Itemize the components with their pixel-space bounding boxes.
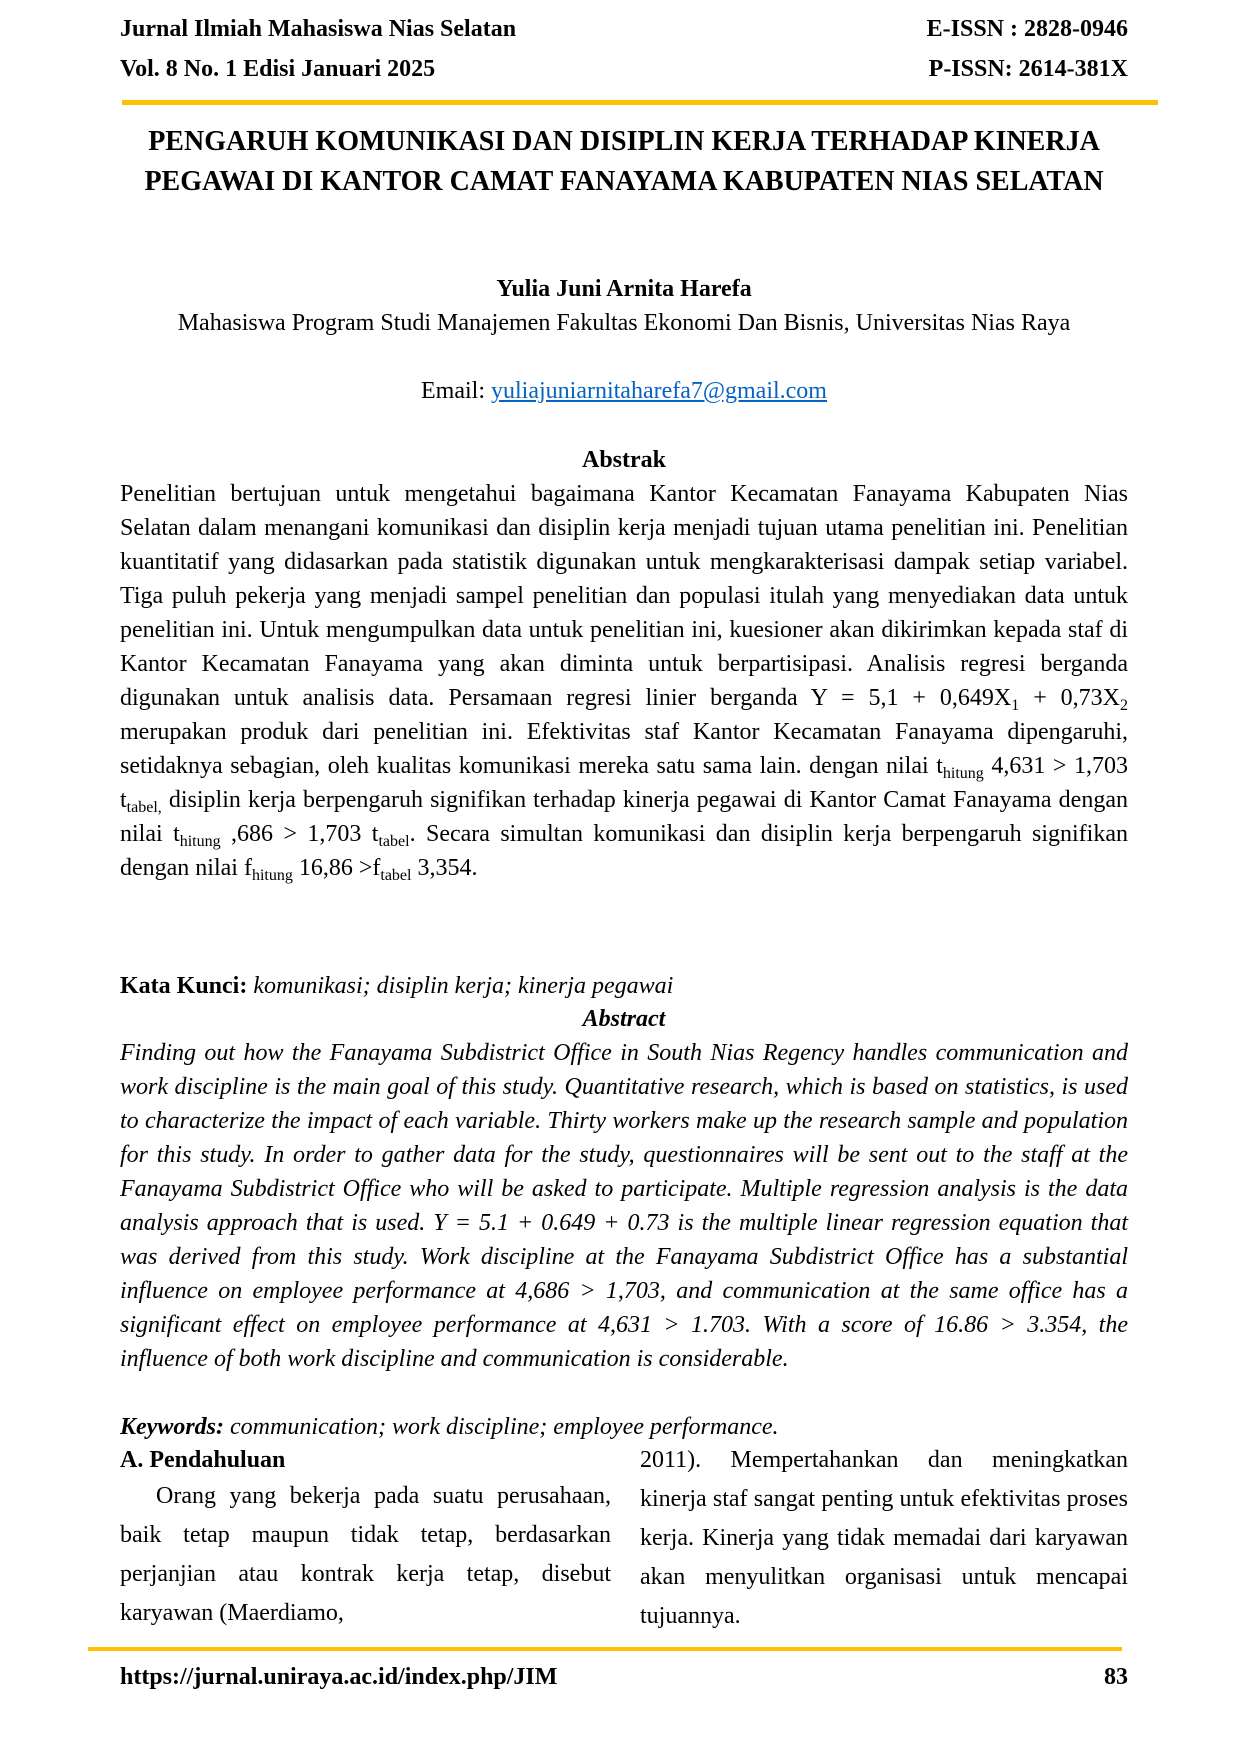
intro-left-text: Orang yang bekerja pada suatu perusahaan… (120, 1483, 611, 1626)
kata-kunci: Kata Kunci: komunikasi; disiplin kerja; … (120, 973, 674, 999)
email-label: Email: (421, 378, 491, 404)
author-name: Yulia Juni Arnita Harefa (496, 276, 752, 302)
pissn: P-ISSN: 2614-381X (928, 56, 1128, 82)
journal-name: Jurnal Ilmiah Mahasiswa Nias Selatan (120, 16, 517, 42)
eissn: E-ISSN : 2828-0946 (926, 16, 1128, 42)
footer-url[interactable]: https://jurnal.uniraya.ac.id/index.php/J… (120, 1664, 558, 1690)
section-heading: A. Pendahuluan (120, 1447, 286, 1473)
journal-issue: Vol. 8 No. 1 Edisi Januari 2025 (120, 56, 436, 82)
header-rule (122, 100, 1158, 105)
author-affiliation: Mahasiswa Program Studi Manajemen Fakult… (177, 310, 1071, 336)
intro-left-column: A. Pendahuluan Orang yang bekerja pada s… (120, 1443, 611, 1633)
footer-rule (88, 1647, 1122, 1651)
abstrak-body: Penelitian bertujuan untuk mengetahui ba… (120, 481, 1128, 884)
abstract-body: Finding out how the Fanayama Subdistrict… (120, 1040, 1128, 1372)
keywords: Keywords: communication; work discipline… (120, 1414, 779, 1440)
paper-title: PENGARUH KOMUNIKASI DAN DISIPLIN KERJA T… (144, 126, 1104, 197)
abstract-heading: Abstract (582, 1006, 666, 1032)
abstrak-heading: Abstrak (581, 447, 666, 473)
author-email-line: Email: yuliajuniarnitaharefa7@gmail.com (120, 374, 1128, 408)
intro-right-text: 2011). Mempertahankan dan meningkatkan k… (640, 1447, 1128, 1629)
page-number: 83 (1104, 1664, 1128, 1690)
email-link[interactable]: yuliajuniarnitaharefa7@gmail.com (491, 378, 827, 404)
